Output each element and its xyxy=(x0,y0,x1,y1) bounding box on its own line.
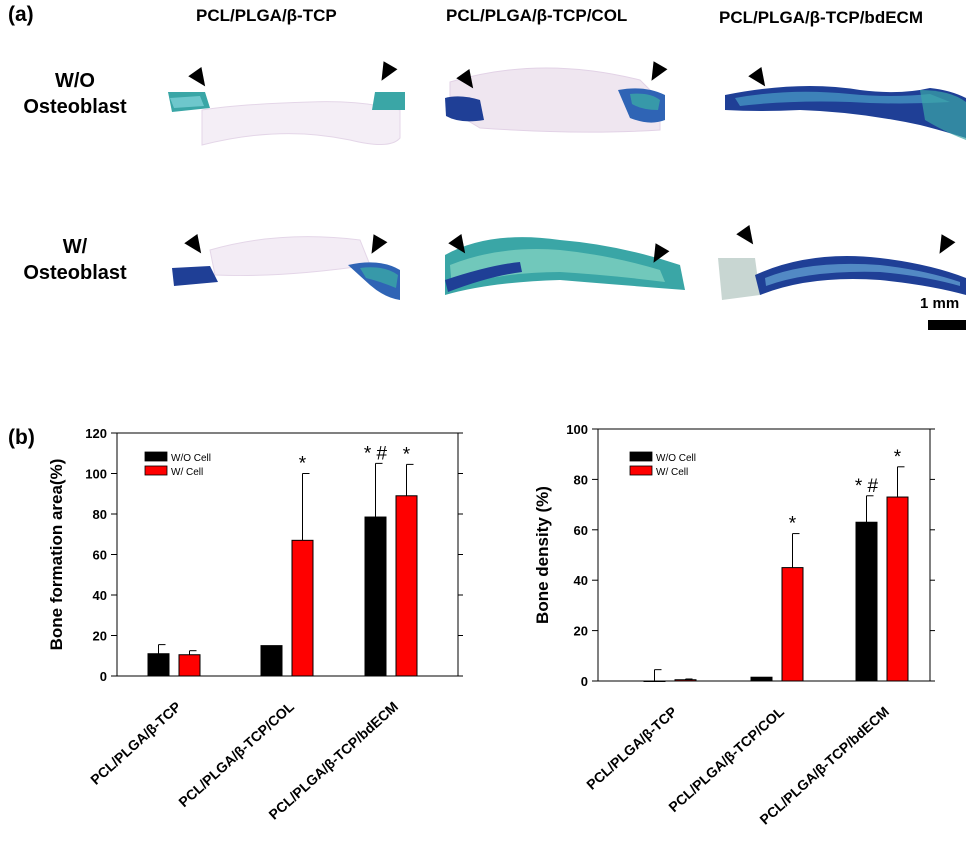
row-header-with-osteoblast: W/ Osteoblast xyxy=(10,234,140,286)
legend-swatch xyxy=(629,465,653,476)
histology-slice-tcp-without xyxy=(168,92,405,146)
bar xyxy=(674,679,697,682)
y-tick-label: 0 xyxy=(100,669,107,684)
y-tick-label: 0 xyxy=(581,674,588,689)
significance-mark: * xyxy=(299,454,307,475)
bar xyxy=(750,676,773,682)
row-header-line2: Osteoblast xyxy=(23,262,127,284)
scale-bar-label: 1 mm xyxy=(920,295,960,312)
bar xyxy=(781,567,804,682)
y-tick-label: 100 xyxy=(85,467,107,482)
bar xyxy=(395,495,418,677)
bar-charts: 0 20 40 60 80 100 120 Bone formation area(%) PCL… xyxy=(47,422,935,828)
histology-slice-bdecm-without xyxy=(725,86,966,140)
category-label: PCL/PLGA/β-TCP/COL xyxy=(175,698,297,810)
bar xyxy=(147,653,170,677)
category-label: PCL/PLGA/β-TCP/COL xyxy=(665,703,787,815)
significance-mark: * xyxy=(403,444,411,465)
legend-label: W/O Cell xyxy=(171,453,211,464)
y-tick-label: 80 xyxy=(93,507,107,522)
panel-b-label: (b) xyxy=(8,426,35,449)
histology-slice-bdecm-with xyxy=(718,256,966,300)
bar xyxy=(643,680,666,682)
bar xyxy=(260,645,283,677)
chart-bone-formation-area: 0 20 40 60 80 100 120 Bone formation area(%) PCL… xyxy=(47,426,463,823)
y-tick-label: 60 xyxy=(574,523,588,538)
y-tick-label: 40 xyxy=(93,588,107,603)
legend-label: W/ Cell xyxy=(171,467,203,478)
legend-label: W/O Cell xyxy=(656,453,696,464)
histology-slice-col-with xyxy=(445,237,685,295)
bar xyxy=(178,654,201,677)
y-tick-label: 20 xyxy=(93,629,107,644)
category-label: PCL/PLGA/β-TCP xyxy=(583,703,680,792)
row-header-line2: Osteoblast xyxy=(23,96,127,118)
y-tick-label: 40 xyxy=(574,573,588,588)
chart-bone-density: 0 20 40 60 80 100 Bone density (%) PCL/PLGA/β-T… xyxy=(533,422,935,828)
significance-mark: * # xyxy=(364,443,388,464)
y-tick-label: 20 xyxy=(574,624,588,639)
y-axis-label: Bone density (%) xyxy=(533,486,552,624)
bar xyxy=(855,521,878,682)
legend-swatch xyxy=(144,465,168,476)
y-tick-label: 80 xyxy=(574,472,588,487)
y-tick-label: 60 xyxy=(93,548,107,563)
column-header-tcp: PCL/PLGA/β-TCP xyxy=(196,6,337,25)
legend-label: W/ Cell xyxy=(656,467,688,478)
bar xyxy=(364,516,387,677)
bar xyxy=(886,496,909,682)
row-header-line1: W/ xyxy=(62,236,88,258)
legend-swatch xyxy=(629,451,653,462)
y-axis-label: Bone formation area(%) xyxy=(47,459,66,651)
significance-mark: * xyxy=(789,514,797,535)
column-header-bdecm: PCL/PLGA/β-TCP/bdECM xyxy=(719,8,923,27)
significance-mark: * # xyxy=(855,476,879,497)
significance-mark: * xyxy=(894,447,902,468)
scale-bar xyxy=(928,320,966,330)
row-header-without-osteoblast: W/O Osteoblast xyxy=(10,68,140,120)
bar xyxy=(291,539,314,677)
category-label: PCL/PLGA/β-TCP xyxy=(87,698,184,787)
histology-slice-col-without xyxy=(445,67,665,133)
panel-a-label: (a) xyxy=(8,3,34,26)
y-tick-label: 100 xyxy=(566,422,588,437)
row-header-line1: W/O xyxy=(55,70,95,92)
column-header-col: PCL/PLGA/β-TCP/COL xyxy=(446,6,628,25)
legend-swatch xyxy=(144,451,168,462)
histology-images xyxy=(168,67,966,300)
y-tick-label: 120 xyxy=(85,426,107,441)
histology-slice-tcp-with xyxy=(172,236,400,300)
